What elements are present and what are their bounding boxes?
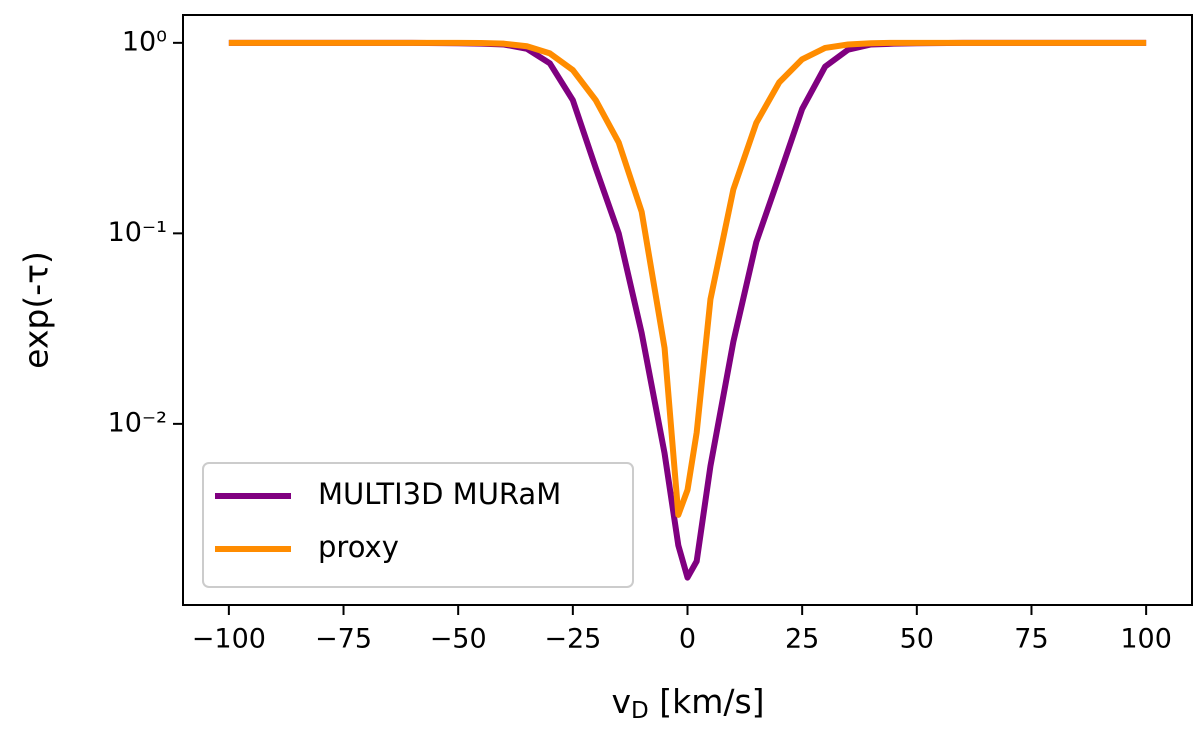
y-axis-label: exp(-τ)	[17, 251, 56, 369]
x-label-rest: [km/s]	[649, 682, 765, 721]
legend-label: proxy	[318, 530, 399, 564]
x-label-sub: D	[631, 698, 649, 724]
x-tick-label: −25	[544, 624, 601, 655]
series-line	[228, 39, 1147, 518]
x-tick-label: 0	[679, 624, 696, 655]
plot-frame	[182, 14, 1193, 606]
x-tick-label: −50	[430, 624, 487, 655]
x-tick-label: −100	[192, 624, 266, 655]
y-tick-label: 10⁻²	[108, 407, 167, 438]
y-tick-label: 10⁻¹	[108, 217, 167, 248]
legend-label: MULTI3D MURaM	[318, 477, 561, 511]
y-tick-label: 10⁰	[122, 26, 167, 57]
x-label-main: v	[611, 682, 631, 721]
x-tick-label: 50	[900, 624, 934, 655]
x-tick-label: 75	[1014, 624, 1048, 655]
x-axis-label: vD [km/s]	[611, 682, 764, 724]
legend: MULTI3D MURaM proxy	[202, 462, 634, 588]
x-tick-label: 25	[785, 624, 819, 655]
x-tick-label: −75	[315, 624, 372, 655]
legend-box	[202, 462, 634, 588]
x-tick-label: 100	[1120, 624, 1172, 655]
